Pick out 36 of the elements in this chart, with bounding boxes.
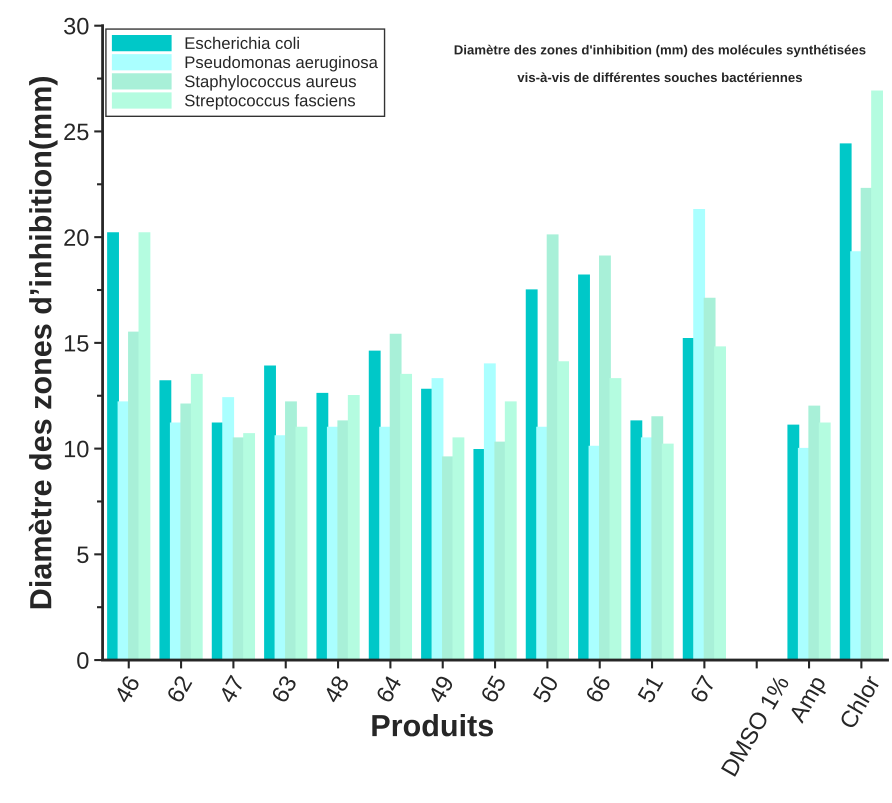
text: Diamètre des zones d'inhibition (mm) des molécules synthétisées vis-à-vis de différentes souches bactériennes <box>454 44 866 82</box>
x-tick-label: 64 <box>375 674 402 704</box>
x-tick-label: 67 <box>689 674 716 704</box>
bar <box>264 365 276 660</box>
legend-label: Pseudomonas aeruginosa <box>186 56 378 72</box>
x-tick-label: 51 <box>637 674 664 704</box>
y-tick-label: 25 <box>64 123 88 140</box>
y-tick-label: 10 <box>64 440 88 458</box>
x-tick-label: 50 <box>532 674 559 704</box>
bar <box>316 392 328 660</box>
x-tick-label: 65 <box>480 674 507 704</box>
bar <box>107 232 119 660</box>
x-tick-label: 49 <box>427 674 454 704</box>
x-tick-label: 66 <box>584 674 612 704</box>
bar <box>484 363 496 660</box>
y-tick-label: 5 <box>77 546 88 564</box>
x-tick-label: 46 <box>113 674 140 704</box>
bar <box>222 397 234 660</box>
x-tick-label: 63 <box>270 674 298 704</box>
legend-label: Escherichia coli <box>186 36 299 50</box>
bar <box>578 274 590 660</box>
legend-label: Staphylococcus aureus <box>185 75 356 91</box>
legend-label: Streptococcus fasciens <box>185 94 356 110</box>
x-tick-label: 48 <box>322 674 350 704</box>
bar <box>159 380 172 660</box>
x-tick-label: 62 <box>166 674 193 704</box>
y-tick-label: 15 <box>64 335 88 352</box>
x-tick-label: 47 <box>218 674 245 704</box>
bar <box>693 208 706 660</box>
y-tick-label: 30 <box>64 18 88 34</box>
y-axis-title: Diamètre des zones d’inhibition(mm) <box>28 76 58 608</box>
x-axis-title: Produits <box>372 714 493 736</box>
y-tick-label: 20 <box>64 229 88 246</box>
bar <box>840 143 852 660</box>
bar <box>432 378 444 660</box>
y-tick-label: 0 <box>77 652 88 669</box>
